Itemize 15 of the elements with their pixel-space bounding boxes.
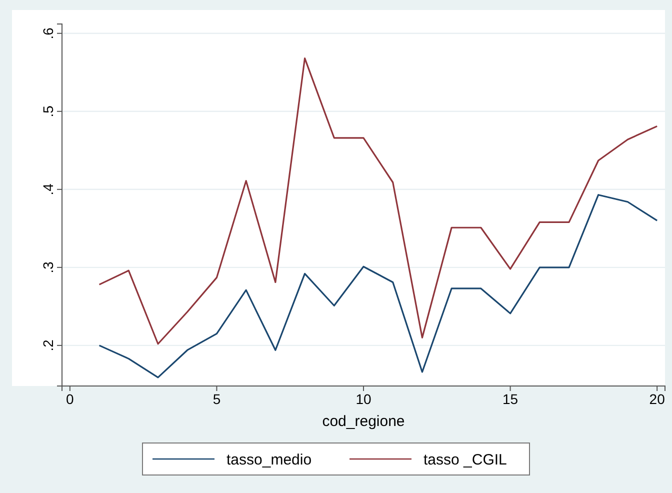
x-axis-title: cod_regione [322, 413, 405, 430]
legend-label: tasso_medio [226, 451, 312, 468]
y-tick-label: .2 [40, 339, 56, 352]
y-tick-label: .5 [40, 105, 56, 118]
line-series [98, 58, 658, 345]
y-tick-label: .6 [40, 27, 56, 40]
y-tick-label: .4 [40, 183, 56, 196]
x-tick-label: 15 [502, 390, 518, 407]
legend-label: tasso _CGIL [424, 451, 507, 468]
x-tick-label: 10 [356, 390, 372, 407]
x-tick-label: 20 [649, 390, 666, 407]
x-tick-label: 5 [212, 390, 221, 407]
y-tick-label: .3 [40, 261, 56, 274]
x-tick-label: 0 [66, 390, 74, 407]
line-series [98, 194, 658, 378]
